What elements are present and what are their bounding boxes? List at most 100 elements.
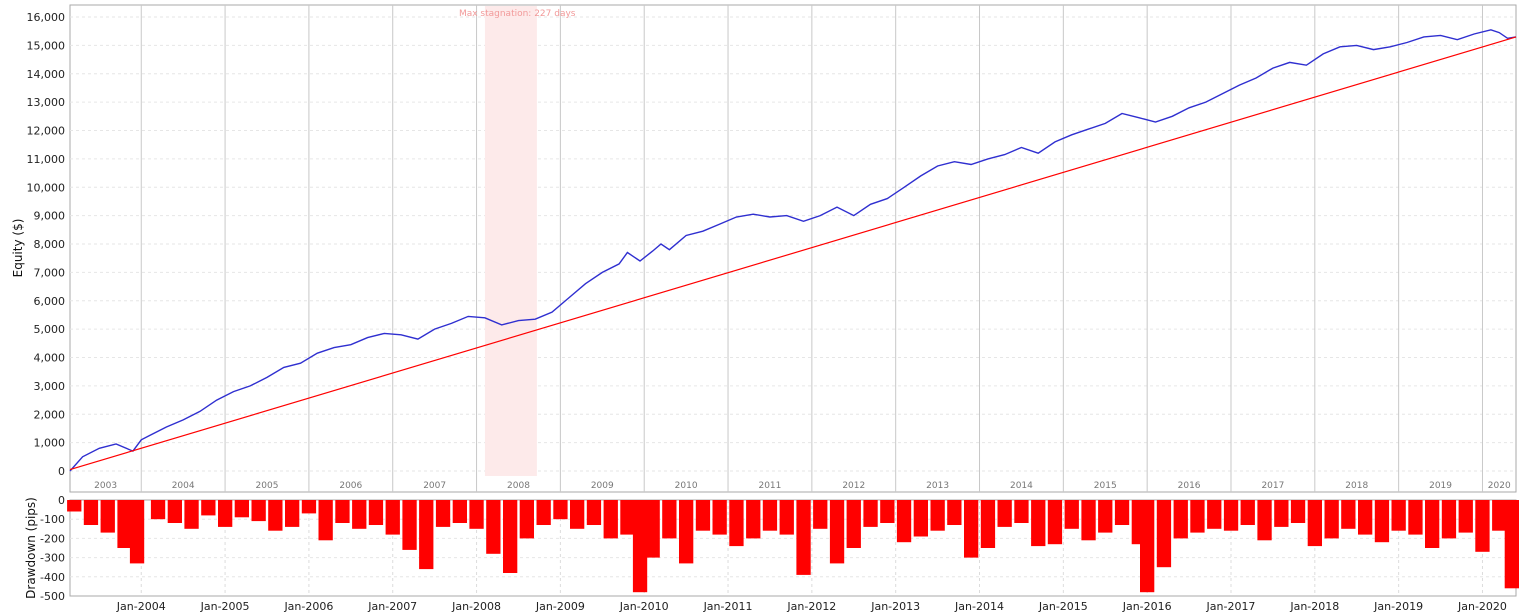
drawdown-bar: [1425, 500, 1440, 548]
equity-y-tick-label: 8,000: [34, 238, 66, 251]
drawdown-bar: [553, 500, 568, 520]
drawdown-bar: [779, 500, 794, 535]
year-label: 2005: [256, 481, 279, 491]
drawdown-bar: [1324, 500, 1339, 539]
year-label: 2004: [172, 481, 195, 491]
drawdown-x-tick-label: Jan-2016: [1122, 600, 1172, 613]
drawdown-bar: [285, 500, 300, 527]
drawdown-bar: [712, 500, 727, 535]
drawdown-bar: [620, 500, 635, 535]
drawdown-bar: [930, 500, 945, 531]
equity-y-tick-label: 15,000: [27, 39, 66, 52]
year-label: 2013: [926, 481, 949, 491]
drawdown-bar: [268, 500, 283, 531]
drawdown-bar: [234, 500, 249, 518]
drawdown-x-tick-label: Jan-2018: [1289, 600, 1339, 613]
drawdown-bar: [1307, 500, 1322, 547]
drawdown-bar: [419, 500, 434, 570]
drawdown-bar: [218, 500, 233, 527]
drawdown-bar: [352, 500, 367, 529]
drawdown-bar: [1190, 500, 1205, 533]
drawdown-bar: [1173, 500, 1188, 539]
drawdown-bar: [947, 500, 962, 525]
drawdown-x-tick-label: Jan-2014: [954, 600, 1004, 613]
drawdown-y-tick-label: -200: [40, 532, 65, 545]
equity-y-tick-label: 13,000: [27, 96, 66, 109]
drawdown-bar: [829, 500, 845, 564]
drawdown-bar: [519, 500, 534, 539]
year-label: 2008: [507, 481, 530, 491]
drawdown-bar: [762, 500, 778, 531]
drawdown-bar: [913, 500, 928, 537]
drawdown-y-tick-label: 0: [58, 494, 65, 507]
drawdown-bar: [150, 500, 166, 520]
drawdown-bar: [201, 500, 216, 516]
drawdown-y-axis-label: Drawdown (pips): [24, 497, 38, 599]
drawdown-bar: [1223, 500, 1239, 531]
equity-series: [69, 29, 1517, 472]
drawdown-bar: [846, 500, 861, 548]
drawdown-bar: [1458, 500, 1473, 533]
drawdown-bar: [318, 500, 333, 541]
drawdown-y-tick-label: -100: [40, 513, 65, 526]
linear-trend-line: [69, 36, 1517, 471]
year-label: 2011: [758, 481, 781, 491]
drawdown-bar: [117, 500, 132, 548]
drawdown-y-tick-label: -300: [40, 552, 65, 565]
year-label: 2020: [1488, 481, 1511, 491]
drawdown-bar: [997, 500, 1012, 527]
drawdown-bar: [880, 500, 895, 523]
drawdown-x-tick-label: Jan-2011: [703, 600, 753, 613]
drawdown-bar: [1207, 500, 1222, 529]
drawdown-bar: [402, 500, 417, 550]
drawdown-bar: [503, 500, 518, 573]
drawdown-bar: [896, 500, 912, 543]
drawdown-x-labels: Jan-2004 Jan-2005 Jan-2006 Jan-2007 Jan-2008…: [116, 600, 1507, 613]
drawdown-x-tick-label: Jan-2007: [367, 600, 417, 613]
drawdown-x-tick-label: Jan-2008: [451, 600, 501, 613]
drawdown-bar: [632, 500, 648, 593]
drawdown-bar: [83, 500, 99, 525]
drawdown-bar: [729, 500, 744, 547]
equity-y-tick-label: 6,000: [34, 295, 66, 308]
equity-y-tick-label: 12,000: [27, 125, 66, 138]
drawdown-x-tick-label: Jan-2017: [1206, 600, 1256, 613]
drawdown-bar: [1408, 500, 1423, 535]
drawdown-bar: [486, 500, 501, 554]
drawdown-bar: [662, 500, 677, 539]
equity-y-tick-label: 7,000: [34, 266, 66, 279]
drawdown-x-tick-label: Jan-2019: [1373, 600, 1423, 613]
drawdown-x-tick-label: Jan-2005: [200, 600, 250, 613]
drawdown-bar: [863, 500, 878, 527]
drawdown-bar: [251, 500, 266, 522]
drawdown-bar: [1374, 500, 1390, 543]
year-label: 2018: [1345, 481, 1368, 491]
max-stagnation-band: [484, 6, 537, 476]
drawdown-x-tick-label: Jan-2004: [116, 600, 166, 613]
equity-y-ticks: 0 1,000 2,000 3,000 4,000 5,000 6,000 7,000 8,00…: [27, 11, 66, 478]
year-label: 2017: [1261, 481, 1284, 491]
equity-y-tick-label: 4,000: [34, 352, 66, 365]
drawdown-x-tick-label: Jan-2009: [535, 600, 585, 613]
drawdown-bar: [1240, 500, 1255, 525]
drawdown-bar: [184, 500, 199, 529]
max-stagnation-label: Max stagnation: 227 days: [459, 9, 576, 19]
drawdown-bar: [1140, 500, 1155, 593]
drawdown-bar: [1098, 500, 1113, 533]
equity-y-axis-label: Equity ($): [11, 219, 25, 278]
year-label: 2016: [1178, 481, 1201, 491]
drawdown-bars: [67, 500, 1519, 593]
drawdown-bar: [1064, 500, 1079, 529]
equity-y-tick-label: 14,000: [27, 68, 66, 81]
drawdown-bar: [1341, 500, 1356, 529]
drawdown-bar: [1047, 500, 1063, 545]
drawdown-x-tick-label: Jan-2013: [870, 600, 920, 613]
drawdown-bar: [586, 500, 602, 525]
year-label: 2012: [842, 481, 865, 491]
drawdown-bar: [1081, 500, 1096, 541]
equity-y-tick-label: 2,000: [34, 408, 66, 421]
drawdown-x-tick-label: Jan-2020: [1457, 600, 1507, 613]
drawdown-x-tick-label: Jan-2006: [283, 600, 333, 613]
drawdown-bar: [100, 500, 115, 533]
year-label: 2015: [1094, 481, 1117, 491]
